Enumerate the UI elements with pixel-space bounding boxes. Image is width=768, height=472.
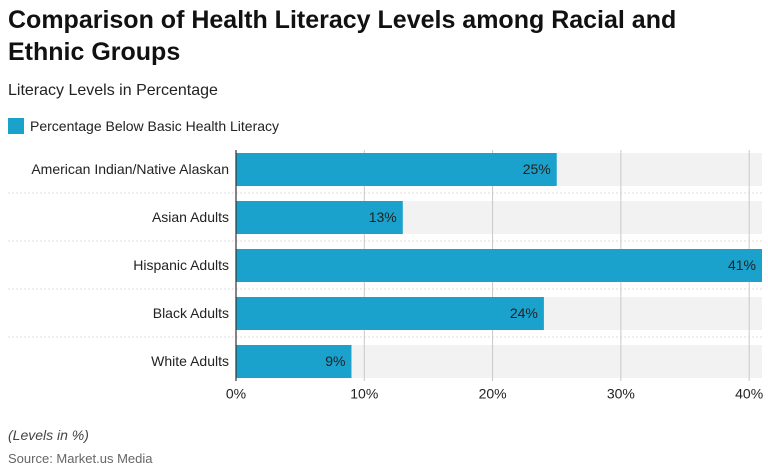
- bar: [236, 345, 352, 378]
- bar: [236, 297, 544, 330]
- x-tick-label: 30%: [607, 386, 635, 402]
- y-tick-label: White Adults: [151, 353, 229, 369]
- bar: [236, 153, 557, 186]
- legend: Percentage Below Basic Health Literacy: [8, 118, 279, 134]
- note: (Levels in %): [8, 427, 89, 443]
- y-tick-label: American Indian/Native Alaskan: [31, 161, 229, 177]
- y-tick-label: Asian Adults: [152, 209, 229, 225]
- value-label: 24%: [510, 305, 538, 321]
- x-tick-label: 10%: [350, 386, 378, 402]
- chart-subtitle: Literacy Levels in Percentage: [8, 82, 218, 99]
- x-tick-label: 0%: [226, 386, 246, 402]
- y-tick-label: Hispanic Adults: [133, 257, 229, 273]
- chart-title: Comparison of Health Literacy Levels amo…: [8, 6, 677, 66]
- x-tick-label: 40%: [735, 386, 763, 402]
- value-label: 25%: [523, 161, 551, 177]
- bar: [236, 201, 403, 234]
- value-label: 13%: [369, 209, 397, 225]
- y-tick-label: Black Adults: [153, 305, 229, 321]
- legend-swatch: [8, 118, 24, 134]
- legend-label: Percentage Below Basic Health Literacy: [30, 118, 280, 134]
- value-label: 9%: [325, 353, 345, 369]
- x-tick-label: 20%: [479, 386, 507, 402]
- bar: [236, 249, 762, 282]
- value-label: 41%: [728, 257, 756, 273]
- source: Source: Market.us Media: [8, 451, 153, 466]
